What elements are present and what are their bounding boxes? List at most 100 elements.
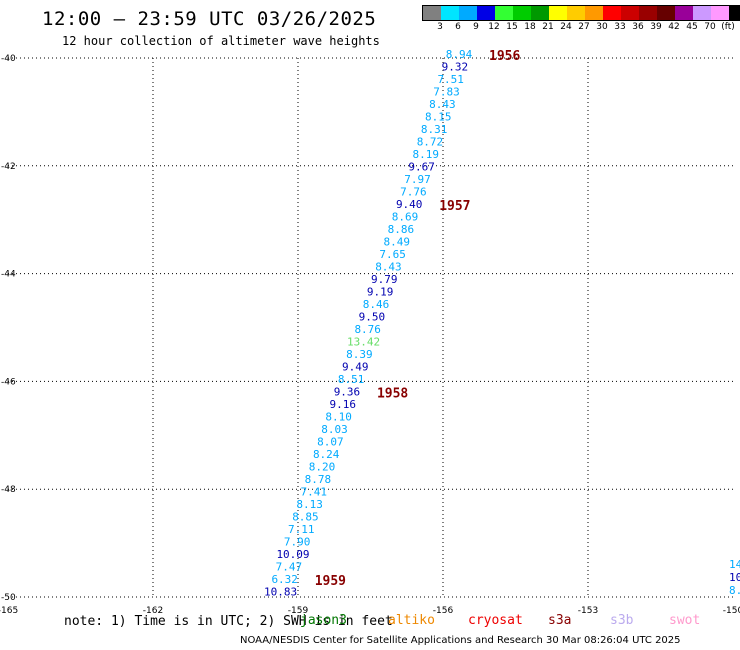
legend-label: 3 bbox=[437, 22, 443, 32]
legend-swatch bbox=[531, 6, 549, 20]
swh-value-label: 8.24 bbox=[313, 448, 340, 461]
y-tick-label: -44 bbox=[1, 270, 16, 280]
legend-swatch bbox=[567, 6, 585, 20]
legend-label: 9 bbox=[473, 22, 479, 32]
edge-swh-label: 14 bbox=[729, 558, 740, 571]
legend-swatch bbox=[513, 6, 531, 20]
legend-swatch bbox=[711, 6, 729, 20]
legend-label: (ft) bbox=[721, 22, 735, 32]
legend-label: 33 bbox=[614, 22, 626, 32]
swh-value-label: 13.42 bbox=[347, 336, 380, 349]
legend-label: 12 bbox=[488, 22, 500, 32]
legend-label: 24 bbox=[560, 22, 572, 32]
swh-value-label: 8.86 bbox=[388, 223, 415, 236]
swh-value-label: 8.19 bbox=[413, 148, 440, 161]
time-label: 1959 bbox=[315, 574, 346, 589]
page-subtitle: 12 hour collection of altimeter wave hei… bbox=[62, 34, 380, 48]
x-tick-label: -156 bbox=[433, 606, 454, 616]
swh-value-label: 8.69 bbox=[392, 211, 419, 224]
time-label: 1956 bbox=[489, 49, 520, 64]
time-label: 1957 bbox=[439, 199, 470, 214]
satellite-label-swot: swot bbox=[669, 613, 701, 628]
swh-value-label: 8.13 bbox=[296, 498, 323, 511]
swh-value-label: 8.85 bbox=[292, 511, 319, 524]
swh-value-label: 7.97 bbox=[404, 173, 431, 186]
legend-swatch bbox=[585, 6, 603, 20]
swh-value-label: 9.19 bbox=[367, 286, 394, 299]
legend-label: 15 bbox=[506, 22, 518, 32]
swh-value-label: 9.49 bbox=[342, 361, 369, 374]
swh-value-label: 9.16 bbox=[330, 398, 357, 411]
swh-value-label: 8.39 bbox=[346, 348, 373, 361]
color-legend bbox=[422, 5, 740, 21]
y-tick-label: -48 bbox=[1, 485, 16, 495]
satellite-label-s3a: s3a bbox=[548, 613, 572, 628]
x-tick-label: -159 bbox=[288, 606, 309, 616]
y-tick-label: -40 bbox=[1, 54, 16, 64]
legend-swatch bbox=[459, 6, 477, 20]
swh-value-label: 8.07 bbox=[317, 436, 344, 449]
satellite-label-cryosat: cryosat bbox=[468, 613, 523, 628]
swh-value-label: 9.40 bbox=[396, 198, 423, 211]
x-tick-label: -162 bbox=[143, 606, 163, 616]
legend-swatch bbox=[495, 6, 513, 20]
swh-value-label: 7.47 bbox=[276, 561, 303, 574]
time-label: 1958 bbox=[377, 387, 408, 402]
y-tick-label: -42 bbox=[1, 162, 16, 172]
swh-value-label: 7.83 bbox=[433, 86, 460, 99]
legend-label: 70 bbox=[704, 22, 716, 32]
swh-value-label: 8.94 bbox=[446, 48, 473, 61]
legend-swatch bbox=[441, 6, 459, 20]
page-title: 12:00 — 23:59 UTC 03/26/2025 bbox=[42, 8, 377, 30]
edge-swh-label: 8.0 bbox=[729, 584, 740, 597]
legend-swatch bbox=[657, 6, 675, 20]
swh-value-label: 8.20 bbox=[309, 461, 336, 474]
legend-swatch bbox=[477, 6, 495, 20]
y-tick-label: -50 bbox=[1, 593, 16, 603]
y-tick-label: -46 bbox=[1, 377, 16, 387]
legend-label: 36 bbox=[632, 22, 644, 32]
legend-swatch bbox=[423, 6, 441, 20]
legend-swatch bbox=[693, 6, 711, 20]
legend-label: 45 bbox=[686, 22, 698, 32]
x-tick-label: -150 bbox=[723, 606, 740, 616]
swh-value-label: 6.32 bbox=[271, 573, 298, 586]
swh-value-label: 9.36 bbox=[334, 386, 361, 399]
swh-value-label: 10.09 bbox=[276, 548, 309, 561]
swh-value-label: 7.65 bbox=[379, 248, 406, 261]
legend-label: 30 bbox=[596, 22, 608, 32]
x-tick-label: -153 bbox=[578, 606, 598, 616]
footer-credit: NOAA/NESDIS Center for Satellite Applica… bbox=[240, 635, 681, 646]
swh-value-label: 8.51 bbox=[338, 373, 365, 386]
swh-value-label: 7.41 bbox=[301, 486, 328, 499]
edge-swh-label: 10 bbox=[729, 571, 740, 584]
swh-value-label: 8.43 bbox=[375, 261, 402, 274]
swh-value-label: 7.51 bbox=[437, 73, 464, 86]
swh-value-label: 8.43 bbox=[429, 98, 456, 111]
x-tick-label: -165 bbox=[0, 606, 18, 616]
swh-value-label: 9.32 bbox=[442, 61, 469, 74]
legend-swatch bbox=[603, 6, 621, 20]
legend-label: 21 bbox=[542, 22, 554, 32]
legend-label: 42 bbox=[668, 22, 680, 32]
swh-value-label: 8.15 bbox=[425, 111, 452, 124]
legend-swatch bbox=[729, 6, 740, 20]
swh-value-label: 8.76 bbox=[354, 323, 381, 336]
legend-swatch bbox=[621, 6, 639, 20]
legend-label: 27 bbox=[578, 22, 590, 32]
swh-value-label: 9.50 bbox=[359, 311, 386, 324]
swh-value-label: 10.83 bbox=[264, 586, 297, 599]
satellite-label-altiko: altiko bbox=[388, 613, 435, 628]
swh-value-label: 8.49 bbox=[384, 236, 411, 249]
legend-label: 18 bbox=[524, 22, 536, 32]
swh-value-label: 7.90 bbox=[284, 536, 311, 549]
swh-value-label: 9.79 bbox=[371, 273, 398, 286]
satellite-label-s3b: s3b bbox=[610, 613, 634, 628]
note-text: note: 1) Time is in UTC; 2) SWH is in fe… bbox=[64, 614, 393, 629]
legend-swatch bbox=[639, 6, 657, 20]
swh-value-label: 8.31 bbox=[421, 123, 448, 136]
swh-value-label: 7.11 bbox=[288, 523, 315, 536]
swh-value-label: 9.67 bbox=[408, 161, 435, 174]
swh-value-label: 8.72 bbox=[417, 136, 444, 149]
